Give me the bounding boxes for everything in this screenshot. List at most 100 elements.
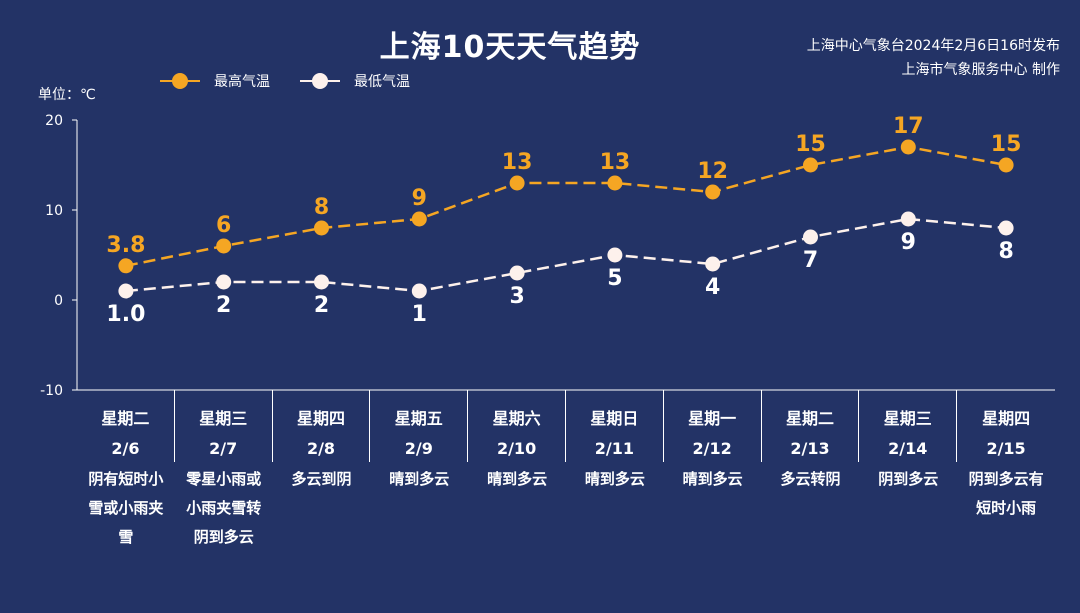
low-temp-point — [216, 274, 232, 290]
date-label: 2/12 — [692, 439, 732, 458]
weather-row: 阴有短时小雪或小雨夹雪 零星小雨或小雨夹雪转阴到多云 多云到阴 晴到多云 晴到多云 晴到多… — [77, 462, 1055, 552]
high-temp-point — [216, 238, 232, 254]
day-header-cell: 星期二 2/13 — [762, 390, 860, 462]
high-temp-label: 9 — [412, 186, 427, 211]
weather-desc: 晴到多云 — [682, 470, 743, 488]
legend-item-low: 最低气温 — [300, 71, 410, 91]
low-temp-point — [803, 229, 818, 245]
low-temp-label: 2 — [314, 293, 329, 318]
high-temp-point — [411, 211, 427, 227]
low-temp-point — [411, 283, 427, 299]
weather-desc: 多云到阴 — [291, 470, 352, 488]
low-temp-label: 7 — [803, 248, 818, 273]
legend-marker-low-icon — [300, 73, 340, 89]
day-header-cell: 星期一 2/12 — [664, 390, 762, 462]
date-label: 2/7 — [209, 439, 238, 458]
high-temp-point — [803, 157, 818, 173]
legend-label-low: 最低气温 — [354, 74, 410, 90]
low-temp-point — [900, 211, 916, 227]
weather-desc: 晴到多云 — [487, 470, 548, 488]
low-temp-point — [314, 274, 329, 290]
high-temp-label: 6 — [216, 213, 231, 238]
date-label: 2/11 — [594, 439, 634, 458]
weather-desc: 晴到多云 — [389, 470, 450, 488]
day-header-cell: 星期二 2/6 — [77, 390, 175, 462]
y-tick-label: -10 — [40, 383, 63, 399]
weekday-label: 星期一 — [688, 409, 737, 428]
high-temp-point — [900, 139, 916, 155]
source-line-1: 上海中心气象台2024年2月6日16时发布 — [806, 38, 1060, 54]
day-header-cell: 星期三 2/7 — [175, 390, 273, 462]
chart-legend: 最高气温 最低气温 — [160, 70, 440, 92]
low-temp-label: 1.0 — [106, 302, 145, 327]
day-header-cell: 星期三 2/14 — [859, 390, 958, 462]
low-temp-point — [118, 283, 134, 299]
date-label: 2/13 — [790, 439, 830, 458]
weekday-label: 星期二 — [101, 409, 150, 428]
low-temp-point — [998, 220, 1014, 236]
legend-item-high: 最高气温 — [160, 71, 270, 91]
source-info: 上海中心气象台2024年2月6日16时发布 上海市气象服务中心 制作 — [807, 34, 1060, 82]
high-temp-point — [314, 220, 329, 236]
low-temp-point — [705, 256, 721, 272]
high-temp-label: 13 — [502, 150, 533, 175]
low-temp-label: 1 — [412, 302, 427, 327]
date-label: 2/15 — [986, 439, 1026, 458]
legend-marker-high-icon — [160, 73, 200, 89]
low-temp-label: 9 — [901, 230, 916, 255]
high-temp-label: 15 — [795, 132, 826, 157]
weekday-label: 星期六 — [492, 409, 541, 428]
date-label: 2/6 — [111, 439, 140, 458]
weekday-label: 星期三 — [199, 409, 248, 428]
day-header-cell: 星期六 2/10 — [468, 390, 566, 462]
day-header-cell: 星期四 2/8 — [273, 390, 371, 462]
weekday-label: 星期五 — [394, 409, 443, 428]
high-temp-label: 8 — [314, 195, 329, 220]
y-tick-label: 0 — [54, 293, 63, 309]
weekday-label: 星期四 — [982, 409, 1031, 428]
weather-desc: 晴到多云 — [584, 470, 645, 488]
low-temp-label: 2 — [216, 293, 231, 318]
weather-desc: 阴有短时小雪或小雨夹雪 — [88, 470, 164, 546]
high-temp-label: 12 — [697, 159, 728, 184]
day-header-row: 星期二 2/6 星期三 2/7 星期四 2/8 星期五 2/9 星期六 2/10 星期日 2/11 星期… — [77, 390, 1055, 462]
weather-desc: 阴到多云 — [878, 470, 939, 488]
weekday-label: 星期三 — [883, 409, 932, 428]
weekday-label: 星期日 — [590, 409, 639, 428]
low-temp-point — [607, 247, 623, 263]
y-tick-label: 20 — [45, 113, 63, 129]
high-temp-point — [998, 157, 1014, 173]
high-temp-point — [118, 258, 134, 274]
date-label: 2/14 — [888, 439, 928, 458]
low-temp-label: 3 — [509, 284, 524, 309]
high-temp-label: 15 — [991, 132, 1022, 157]
high-temp-point — [705, 184, 721, 200]
high-temp-line — [125, 145, 1007, 268]
date-label: 2/10 — [496, 439, 537, 458]
day-header-cell: 星期四 2/15 — [957, 390, 1055, 462]
high-temp-label: 17 — [893, 114, 924, 139]
day-header-cell: 星期五 2/9 — [370, 390, 469, 462]
low-temp-label: 5 — [607, 266, 622, 291]
y-tick-label: 10 — [45, 203, 63, 219]
weather-desc: 多云转阴 — [780, 470, 841, 488]
weather-desc: 阴到多云有短时小雨 — [968, 470, 1044, 517]
source-line-2: 上海市气象服务中心 制作 — [901, 62, 1060, 78]
high-temp-label: 13 — [600, 150, 631, 175]
high-temp-point — [509, 175, 525, 191]
low-temp-line — [125, 217, 1007, 293]
legend-label-high: 最高气温 — [214, 74, 270, 90]
high-temp-point — [607, 175, 623, 191]
low-temp-label: 4 — [705, 275, 720, 300]
weekday-label: 星期二 — [785, 409, 834, 428]
date-label: 2/8 — [306, 439, 336, 458]
high-temp-label: 3.8 — [106, 233, 145, 258]
unit-label: 单位：℃ — [38, 87, 96, 103]
weekday-label: 星期四 — [296, 409, 345, 428]
day-header-cell: 星期日 2/11 — [566, 390, 664, 462]
low-temp-point — [509, 265, 525, 281]
low-temp-label: 8 — [998, 239, 1013, 264]
weather-desc: 零星小雨或小雨夹雪转阴到多云 — [186, 470, 262, 546]
page-title: 上海10天天气趋势 — [379, 30, 641, 65]
